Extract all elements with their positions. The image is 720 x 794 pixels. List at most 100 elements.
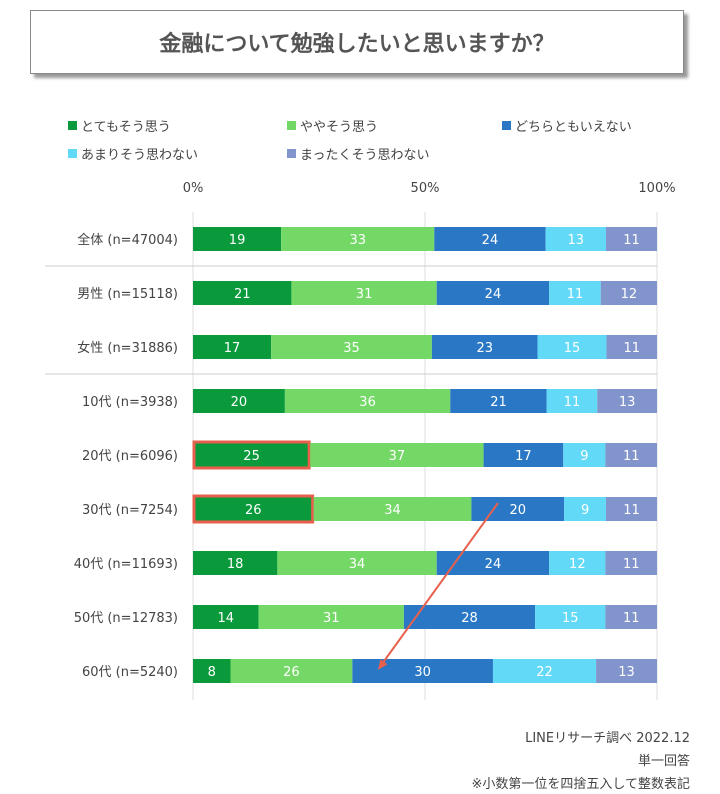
footer-answer-type: 単一回答 bbox=[637, 754, 690, 769]
data-label: 8 bbox=[208, 665, 216, 680]
bar-segment bbox=[434, 227, 546, 251]
bar-segment bbox=[546, 389, 598, 413]
data-label: 24 bbox=[485, 557, 502, 572]
legend-label: どちらともいえない bbox=[515, 120, 632, 135]
bar-segment bbox=[277, 551, 437, 575]
bar-segment bbox=[605, 227, 657, 251]
bar-segment bbox=[403, 605, 536, 629]
bar-segment bbox=[605, 551, 657, 575]
bar-segment bbox=[352, 659, 493, 683]
data-label: 9 bbox=[581, 503, 589, 518]
legend-item-4: あまりそう思わない bbox=[68, 144, 198, 163]
category-label: 10代 (n=3938) bbox=[82, 395, 178, 410]
chart-title: 金融について勉強したいと思いますか？ bbox=[30, 10, 684, 74]
data-label: 15 bbox=[564, 341, 581, 356]
annotation-arrow bbox=[381, 502, 499, 665]
data-label: 22 bbox=[536, 665, 553, 680]
bar-segment bbox=[605, 605, 657, 629]
bar-segment bbox=[596, 659, 657, 683]
data-label: 19 bbox=[229, 233, 246, 248]
bar-segment bbox=[193, 227, 282, 251]
legend-label: あまりそう思わない bbox=[81, 148, 199, 163]
data-label: 24 bbox=[485, 287, 502, 302]
data-label: 13 bbox=[618, 665, 635, 680]
bar-segment bbox=[310, 443, 484, 467]
data-label: 25 bbox=[243, 449, 260, 464]
data-label: 18 bbox=[227, 557, 244, 572]
bar-segment bbox=[545, 227, 606, 251]
bar-segment bbox=[291, 281, 437, 305]
data-label: 17 bbox=[515, 449, 532, 464]
bar-segment bbox=[193, 281, 292, 305]
data-label: 36 bbox=[359, 395, 376, 410]
bar-segment bbox=[281, 227, 435, 251]
data-label: 28 bbox=[461, 611, 478, 626]
bar-segment bbox=[564, 497, 606, 521]
category-label: 30代 (n=7254) bbox=[82, 503, 178, 518]
category-label: 女性 (n=31886) bbox=[77, 340, 178, 356]
data-label: 26 bbox=[245, 503, 262, 518]
bar-segment bbox=[605, 497, 657, 521]
bar-segment bbox=[230, 659, 353, 683]
data-label: 15 bbox=[562, 611, 579, 626]
bar-segment bbox=[436, 281, 550, 305]
data-label: 20 bbox=[231, 395, 248, 410]
bar-segment bbox=[193, 443, 311, 467]
bar-segment bbox=[605, 443, 657, 467]
data-label: 33 bbox=[349, 233, 366, 248]
category-label: 全体 (n=47004) bbox=[77, 232, 178, 248]
legend-swatch bbox=[287, 149, 296, 158]
data-label: 11 bbox=[623, 233, 640, 248]
data-label: 12 bbox=[569, 557, 586, 572]
bar-segment bbox=[549, 281, 601, 305]
bar-segment bbox=[597, 389, 657, 413]
x-tick-label: 0% bbox=[183, 181, 204, 196]
data-label: 20 bbox=[510, 503, 527, 518]
bar-segment bbox=[492, 659, 597, 683]
bar-segment bbox=[193, 497, 314, 521]
data-label: 26 bbox=[283, 665, 300, 680]
legend-swatch bbox=[68, 149, 77, 158]
category-label: 60代 (n=5240) bbox=[82, 665, 178, 680]
bar-segment bbox=[450, 389, 547, 413]
bar-segment bbox=[271, 335, 432, 359]
bar-segment bbox=[193, 389, 285, 413]
bar-segment bbox=[313, 497, 472, 521]
legend-label: とてもそう思う bbox=[81, 120, 171, 135]
bar-segment bbox=[258, 605, 404, 629]
bar-segment bbox=[606, 335, 657, 359]
data-label: 13 bbox=[619, 395, 636, 410]
data-label: 31 bbox=[356, 287, 373, 302]
legend-item-5: まったくそう思わない bbox=[287, 144, 429, 163]
data-label: 35 bbox=[343, 341, 360, 356]
bar-segment bbox=[600, 281, 657, 305]
data-label: 21 bbox=[234, 287, 251, 302]
data-label: 34 bbox=[384, 503, 401, 518]
legend-label: まったくそう思わない bbox=[300, 148, 430, 163]
data-label: 11 bbox=[623, 449, 640, 464]
footer-note: ※小数第一位を四捨五入して整数表記 bbox=[471, 777, 690, 792]
data-label: 11 bbox=[567, 287, 584, 302]
legend-item-1: とてもそう思う bbox=[68, 116, 171, 135]
data-label: 11 bbox=[623, 503, 640, 518]
data-label: 21 bbox=[490, 395, 507, 410]
bar-segment bbox=[193, 605, 259, 629]
category-label: 50代 (n=12783) bbox=[74, 611, 178, 626]
data-label: 23 bbox=[476, 341, 493, 356]
footer-source: LINEリサーチ調べ 2022.12 bbox=[525, 731, 690, 746]
bar-segment bbox=[193, 335, 272, 359]
bar-segment bbox=[537, 335, 607, 359]
legend-swatch bbox=[502, 121, 511, 130]
bar-segment bbox=[193, 551, 278, 575]
legend-label: ややそう思う bbox=[300, 120, 379, 135]
bar-segment bbox=[193, 659, 231, 683]
data-label: 9 bbox=[580, 449, 588, 464]
data-label: 30 bbox=[414, 665, 431, 680]
data-label: 24 bbox=[482, 233, 499, 248]
data-label: 14 bbox=[218, 611, 235, 626]
legend-swatch bbox=[287, 121, 296, 130]
data-label: 13 bbox=[568, 233, 585, 248]
data-label: 37 bbox=[389, 449, 406, 464]
